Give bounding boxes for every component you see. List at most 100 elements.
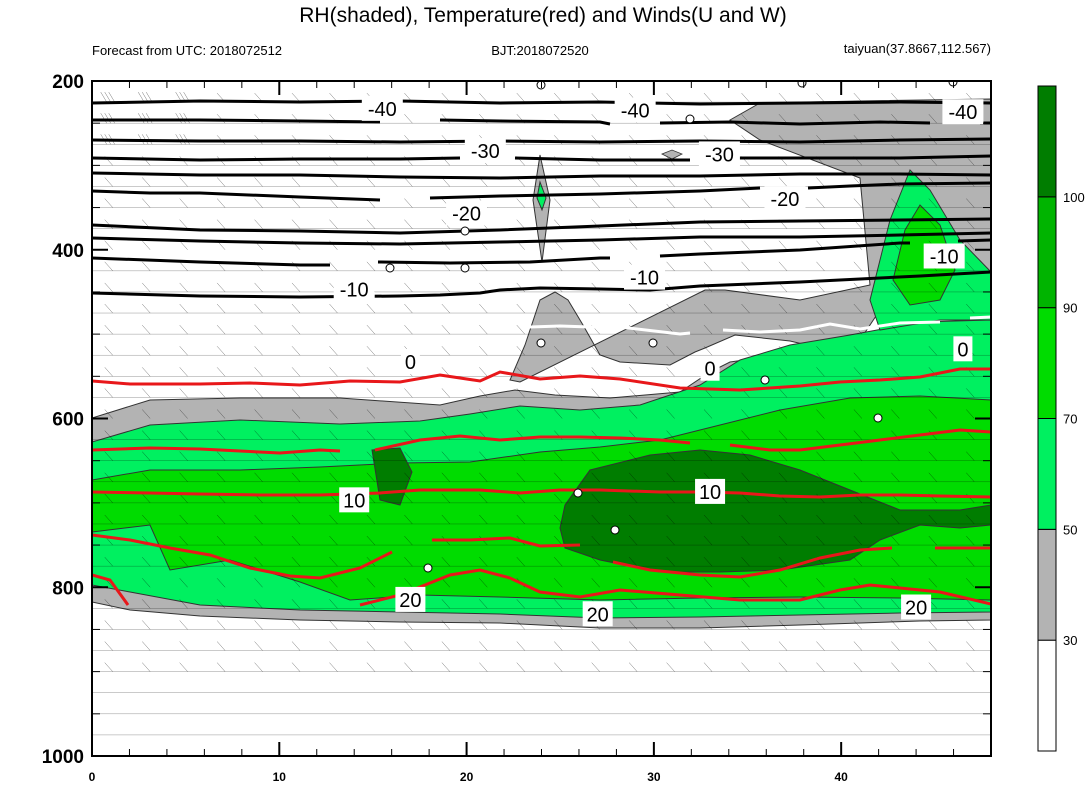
wind-barb: [516, 556, 525, 567]
wind-barb: [741, 662, 750, 672]
wind-barb: [479, 620, 488, 630]
contour-label-bg: [624, 264, 666, 290]
wind-barb: [891, 662, 900, 672]
contour-label-text: -10: [630, 268, 659, 290]
wind-barb: [516, 620, 525, 630]
wind-barb: [366, 514, 376, 525]
contour-label-bg: [698, 141, 740, 167]
wind-barb: [366, 177, 376, 187]
wind-barb: [366, 261, 376, 272]
wind-barb: [741, 367, 750, 377]
wind-barb: [628, 662, 638, 672]
wind-barb: [554, 198, 563, 208]
wind-barb: [104, 451, 113, 461]
bjt-time-label: BJT:2018072520: [491, 43, 589, 58]
wind-barb: [404, 493, 413, 504]
contour-label-bg: [953, 336, 973, 362]
wind-barb: [254, 198, 263, 208]
wind-barb: [142, 620, 151, 630]
wind-barb: [666, 92, 675, 103]
wind-barb: [928, 556, 937, 567]
wind-barb: [554, 346, 563, 356]
wind-barb: [479, 324, 488, 335]
contour-label-text: -40: [948, 102, 977, 124]
wind-barb: [554, 599, 563, 609]
wind-barb: [479, 346, 488, 356]
wind-barb: [216, 409, 226, 419]
station-label: taiyuan(37.8667,112.567): [844, 41, 991, 56]
wind-barb: [329, 514, 338, 525]
contour-label: 0: [400, 348, 420, 374]
wind-barb: [104, 198, 113, 208]
wind-barb: [254, 430, 263, 440]
wind-barb: [554, 409, 563, 419]
wind-barb: [254, 535, 263, 546]
wind-barb: [291, 198, 301, 208]
contour-label: 20: [582, 601, 613, 627]
wind-barb: [853, 556, 863, 567]
wind-barb: [966, 261, 975, 272]
wind-barb: [853, 451, 863, 461]
wind-barb: [142, 367, 151, 377]
wind-barb: [628, 556, 638, 567]
wind-barb: [104, 346, 113, 356]
wind-barb: [816, 472, 825, 482]
wind-barb: [853, 535, 863, 546]
wind-barb: [329, 219, 338, 229]
wind-barb: [741, 641, 750, 651]
wind-barb: [179, 514, 188, 525]
wind-barb: [254, 662, 263, 672]
wind-barb: [778, 177, 788, 187]
wind-barb: [741, 620, 750, 630]
contour-label-bg: [942, 99, 984, 125]
contour-label-bg: [395, 586, 426, 612]
wind-barb: [741, 472, 750, 482]
x-tick-label: 10: [273, 770, 287, 784]
wind-barb: [216, 451, 226, 461]
contour-label: -20: [446, 200, 488, 226]
wind-barb: [666, 261, 675, 272]
wind-barb: [142, 346, 151, 356]
wind-barb: [254, 346, 263, 356]
wind-barb: [404, 324, 413, 335]
wind-barb: [666, 451, 675, 461]
wind-barb: [216, 620, 226, 630]
wind-barb: [966, 662, 975, 672]
wind-barb: [666, 599, 675, 609]
wind-barb: [142, 324, 151, 335]
contour-label-text: -40: [621, 101, 650, 123]
wind-barb: [366, 324, 376, 335]
wind-barb: [179, 198, 188, 208]
contour-labels: -40 -40 -40 -30 -30 -20 -20 -10 -10 -10 0 0 0 10 10 20 2…: [333, 95, 984, 627]
wind-barb: [666, 240, 675, 250]
wind-barb: [554, 662, 563, 672]
contour-label-bg: [464, 138, 506, 164]
wind-barb: [479, 662, 488, 672]
wind-barb: [853, 430, 863, 440]
wind-barb: [441, 282, 451, 293]
wind-barb: [329, 599, 338, 609]
wind-barb: [741, 556, 750, 567]
wind-barb: [628, 367, 638, 377]
wind-barb: [254, 177, 263, 187]
marker: [873, 413, 883, 423]
contour-label: 0: [700, 355, 720, 381]
wind-barb: [404, 430, 413, 440]
isotherm--30-lower: [92, 171, 991, 180]
wind-barb: [479, 409, 488, 419]
wind-barb: [179, 556, 188, 567]
wind-barb: [741, 409, 750, 419]
wind-barb: [741, 303, 750, 314]
wind-barb: [329, 409, 338, 419]
wind-barb: [853, 599, 863, 609]
wind-barb: [104, 514, 113, 525]
x-tick-label: 30: [647, 770, 661, 784]
wind-barb: [703, 641, 713, 651]
wind-barb: [291, 535, 301, 546]
wind-barb: [666, 641, 675, 651]
wind-barb: [404, 282, 413, 293]
wind-barb: [741, 346, 750, 356]
wind-barb: [404, 578, 413, 588]
contour-label-text: -30: [705, 144, 734, 166]
wind-barb: [404, 535, 413, 546]
